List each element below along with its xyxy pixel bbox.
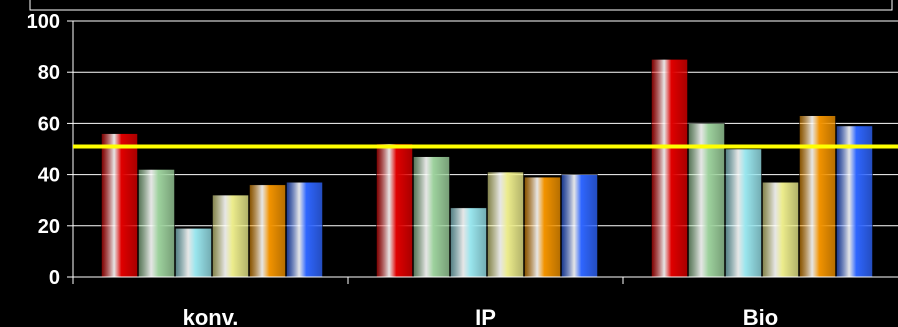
bar-bio-series4 bbox=[762, 182, 799, 278]
bar-bio-series5 bbox=[799, 115, 836, 278]
x-category-label: Bio bbox=[743, 305, 778, 327]
bar-konv-series3 bbox=[175, 228, 212, 278]
bar-konv-series6 bbox=[286, 182, 323, 278]
y-tick-label: 0 bbox=[49, 267, 60, 289]
bar-konv-series1 bbox=[101, 133, 138, 278]
bar-ip-series3 bbox=[450, 207, 487, 278]
bar-bio-series1 bbox=[651, 59, 688, 278]
bar-ip-series5 bbox=[524, 176, 561, 278]
bar-ip-series1 bbox=[376, 143, 413, 278]
bar-ip-series6 bbox=[561, 174, 598, 278]
x-category-label: konv. bbox=[183, 305, 239, 327]
bar-bio-series3 bbox=[725, 148, 762, 278]
axes bbox=[67, 20, 898, 284]
bar-bio-series6 bbox=[836, 125, 873, 278]
y-tick-label: 100 bbox=[27, 11, 60, 33]
x-category-labels: konv. IP Bio bbox=[183, 305, 779, 327]
bars bbox=[101, 59, 873, 278]
y-tick-label: 60 bbox=[38, 113, 60, 135]
bar-konv-series2 bbox=[138, 169, 175, 278]
bar-ip-series2 bbox=[413, 156, 450, 278]
y-tick-labels: 0 20 40 60 80 100 bbox=[27, 11, 60, 289]
bar-konv-series4 bbox=[212, 194, 249, 278]
legend-box bbox=[29, 0, 893, 11]
x-category-label: IP bbox=[475, 305, 496, 327]
y-tick-label: 80 bbox=[38, 62, 60, 84]
bar-konv-series5 bbox=[249, 184, 286, 278]
bar-ip-series4 bbox=[487, 171, 524, 278]
y-tick-label: 40 bbox=[38, 165, 60, 187]
y-tick-label: 20 bbox=[38, 216, 60, 238]
